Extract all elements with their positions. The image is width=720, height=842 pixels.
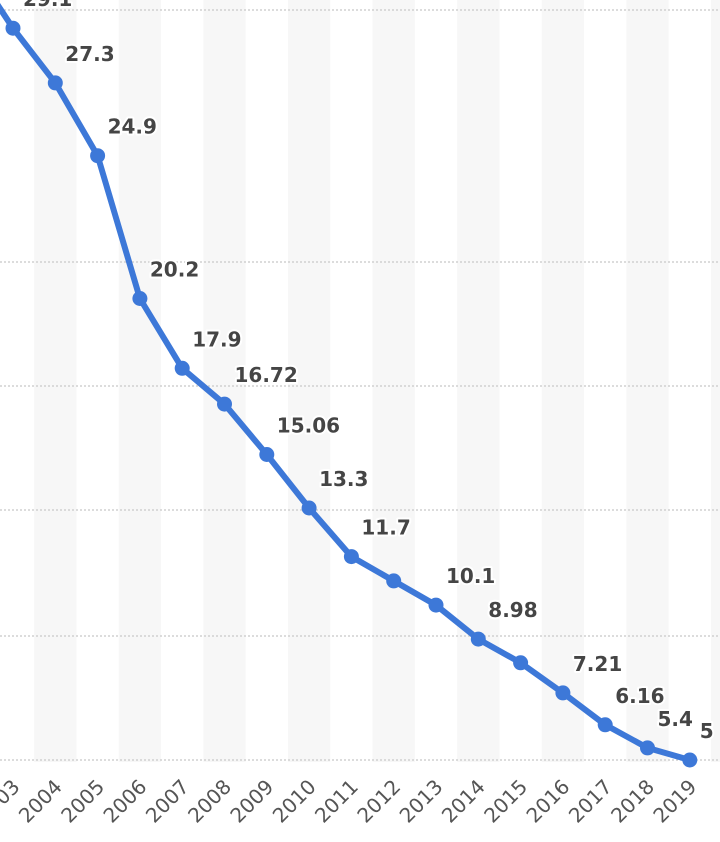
x-tick-2010: 2010 bbox=[268, 775, 321, 828]
data-label-2004: 27.3 bbox=[65, 42, 114, 66]
x-tick-2007: 2007 bbox=[141, 775, 194, 828]
column-bands bbox=[34, 0, 720, 762]
x-tick-2012: 2012 bbox=[352, 775, 405, 828]
data-label-2013: 10.1 bbox=[446, 564, 495, 588]
x-tick-2004: 2004 bbox=[14, 775, 67, 828]
column-band bbox=[287, 0, 331, 762]
x-tick-2008: 2008 bbox=[183, 775, 236, 828]
data-point-2017 bbox=[597, 717, 613, 733]
data-point-2012 bbox=[386, 573, 402, 589]
data-point-2010 bbox=[301, 500, 317, 516]
column-band bbox=[34, 0, 77, 762]
data-point-2005 bbox=[90, 148, 106, 164]
x-tick-2009: 2009 bbox=[225, 775, 278, 828]
x-tick-2016: 2016 bbox=[521, 775, 574, 828]
x-tick-2011: 2011 bbox=[310, 775, 363, 828]
gridlines bbox=[0, 9, 720, 761]
data-label-2007: 17.9 bbox=[192, 327, 241, 351]
data-point-2006 bbox=[132, 291, 148, 306]
x-tick-2006: 2006 bbox=[98, 775, 151, 828]
data-label-2003: 29.1 bbox=[23, 0, 72, 11]
data-point-2004 bbox=[47, 75, 63, 91]
data-point-2013 bbox=[428, 597, 444, 613]
x-axis-tick-labels: 2003200420052006200720082009201020112012… bbox=[0, 775, 701, 828]
x-tick-2017: 2017 bbox=[564, 775, 617, 828]
column-band bbox=[372, 0, 415, 762]
data-point-2016 bbox=[555, 685, 571, 701]
column-band bbox=[203, 0, 246, 762]
data-label-2008: 16.72 bbox=[235, 363, 298, 387]
data-label-2005: 24.9 bbox=[108, 115, 157, 139]
data-point-2015 bbox=[513, 655, 529, 671]
data-labels: 29.1 27.3 24.9 20.2 17.9 16.72 15.06 13.3 11.7 10… bbox=[21, 0, 716, 745]
data-point-2011 bbox=[343, 549, 359, 565]
data-label-2010: 13.3 bbox=[319, 467, 368, 491]
column-band bbox=[626, 0, 669, 762]
column-band bbox=[541, 0, 585, 762]
data-label-2018: 5.4 bbox=[658, 707, 693, 731]
data-point-2008 bbox=[217, 396, 232, 412]
data-label-2009: 15.06 bbox=[277, 414, 340, 438]
column-band bbox=[710, 0, 720, 762]
x-tick-2015: 2015 bbox=[479, 775, 532, 828]
x-tick-2005: 2005 bbox=[56, 775, 109, 828]
x-tick-2019: 2019 bbox=[648, 775, 701, 828]
x-tick-2014: 2014 bbox=[437, 775, 490, 828]
data-point-2018 bbox=[640, 740, 655, 756]
data-point-2014 bbox=[470, 631, 486, 647]
data-label-2019: 5 bbox=[700, 719, 714, 743]
data-point-2019 bbox=[682, 752, 698, 768]
data-label-2017: 6.16 bbox=[615, 684, 664, 708]
x-tick-2003: 2003 bbox=[0, 775, 25, 828]
data-point-2009 bbox=[259, 447, 275, 462]
series-line bbox=[0, 3, 693, 763]
data-point-2003 bbox=[5, 20, 21, 36]
x-tick-2013: 2013 bbox=[395, 775, 448, 828]
column-band bbox=[118, 0, 162, 762]
x-tick-2018: 2018 bbox=[606, 775, 659, 828]
data-label-2016: 7.21 bbox=[573, 652, 622, 676]
data-point-2007 bbox=[174, 360, 190, 376]
data-label-2014: 8.98 bbox=[488, 598, 537, 622]
data-label-2011: 11.7 bbox=[361, 516, 410, 540]
data-label-2006: 20.2 bbox=[150, 258, 199, 282]
data-points bbox=[5, 20, 698, 768]
